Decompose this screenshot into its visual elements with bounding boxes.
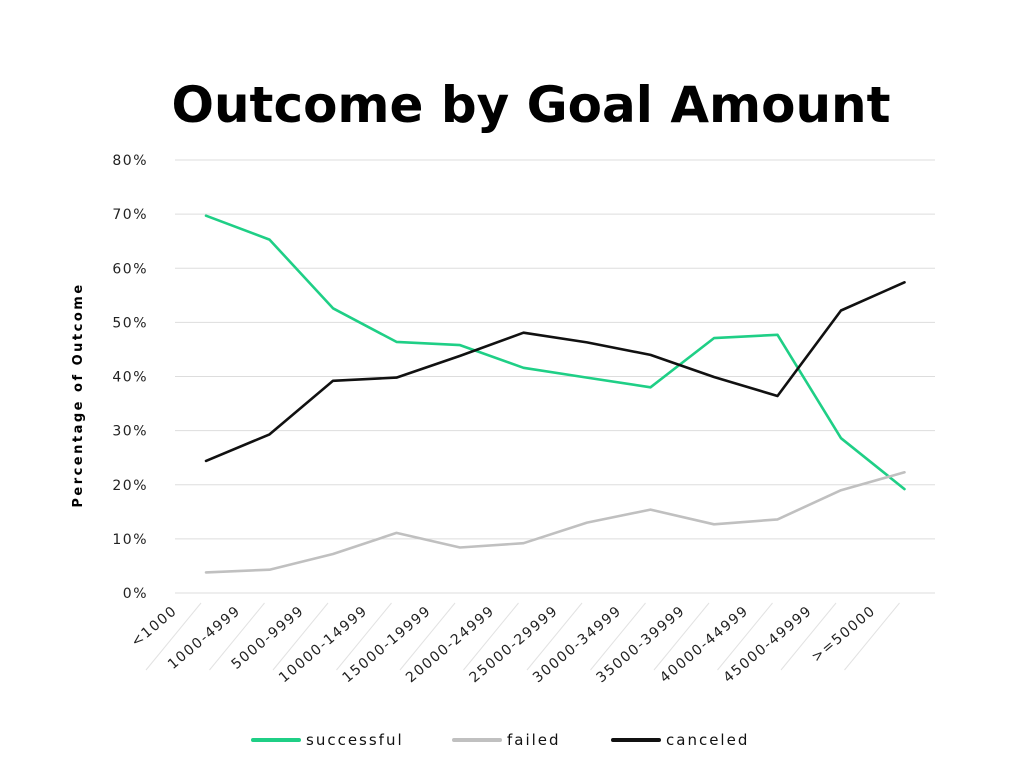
x-tick-label: >=50000 — [809, 603, 879, 666]
x-tick-guide — [463, 602, 519, 671]
x-tick-label: <1000 — [128, 603, 180, 651]
x-tick-guide — [780, 602, 837, 671]
y-tick-label: 0% — [123, 586, 148, 602]
y-tick-label: 20% — [112, 478, 148, 494]
x-axis-ticks: <10001000-49995000-999910000-1499915000-… — [128, 602, 900, 686]
y-tick-label: 80% — [112, 153, 148, 169]
y-axis-ticks: 0% 10% 20% 30% 40% 50% 60% 70% 80% — [112, 153, 148, 602]
chart-title: Outcome by Goal Amount — [171, 76, 891, 134]
legend-label-successful: successful — [306, 731, 404, 749]
x-tick-guide — [145, 602, 202, 671]
y-tick-label: 30% — [112, 424, 148, 440]
y-axis-label: Percentage of Outcome — [71, 282, 86, 507]
y-tick-label: 60% — [112, 261, 148, 277]
x-tick-guide — [336, 602, 392, 671]
y-tick-label: 70% — [112, 207, 148, 223]
x-tick-guide — [717, 602, 773, 671]
y-tick-label: 10% — [112, 532, 148, 548]
series-lines — [204, 214, 906, 574]
x-tick-guide — [399, 602, 456, 671]
series-line-successful — [204, 214, 906, 491]
x-tick-guide — [590, 602, 646, 671]
x-tick-guide — [653, 602, 710, 671]
series-line-canceled — [204, 280, 906, 463]
x-tick-guide — [526, 602, 583, 671]
legend-label-failed: failed — [507, 731, 561, 749]
x-tick-guide — [844, 602, 900, 671]
x-tick-guide — [272, 602, 329, 671]
y-tick-label: 40% — [112, 370, 148, 386]
legend: successful failed canceled — [251, 731, 749, 749]
y-tick-label: 50% — [112, 315, 148, 331]
series-line-failed — [204, 470, 906, 574]
x-tick-guide — [209, 602, 265, 671]
legend-label-canceled: canceled — [666, 731, 749, 749]
grid — [175, 159, 935, 594]
